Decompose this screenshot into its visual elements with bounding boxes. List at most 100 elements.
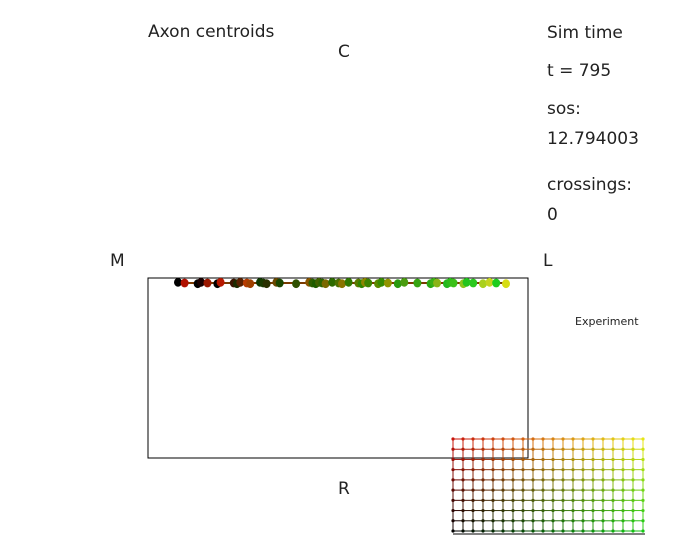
experiment-grid-node [471, 437, 475, 441]
experiment-grid-node [491, 437, 495, 441]
experiment-grid-node [521, 488, 525, 492]
experiment-grid-node [611, 508, 615, 513]
experiment-grid-node [561, 498, 565, 502]
experiment-grid-node [551, 529, 555, 533]
experiment-grid-node [601, 468, 605, 472]
experiment-grid-node [571, 478, 575, 482]
experiment-grid-node [641, 437, 645, 441]
experiment-grid-node [501, 519, 505, 523]
centroid-dot [328, 277, 337, 287]
experiment-grid-node [631, 468, 635, 472]
experiment-grid-node [561, 519, 565, 523]
experiment-grid-node [541, 508, 545, 513]
axis-label-rostral: R [338, 479, 350, 499]
experiment-grid [451, 437, 645, 535]
experiment-grid-node [531, 529, 535, 533]
experiment-grid-node [601, 437, 605, 441]
centroid-dot [462, 277, 471, 287]
experiment-grid-node [501, 529, 505, 533]
experiment-grid-node [521, 478, 525, 482]
experiment-grid-node [591, 488, 595, 492]
experiment-grid-node [521, 468, 525, 472]
experiment-grid-node [531, 478, 535, 482]
experiment-grid-node [581, 457, 585, 462]
experiment-grid-node [621, 498, 625, 502]
experiment-grid-node [601, 508, 605, 513]
experiment-grid-node [501, 447, 505, 451]
experiment-grid-node [581, 529, 585, 533]
experiment-grid-node [611, 437, 615, 441]
experiment-grid-node [481, 478, 485, 482]
sim-time-heading: Sim time [547, 23, 623, 43]
experiment-grid-node [611, 468, 615, 472]
experiment-grid-node [501, 437, 505, 441]
experiment-grid-node [611, 519, 615, 523]
experiment-grid-node [531, 447, 535, 451]
experiment-grid-node [461, 468, 465, 472]
experiment-grid-node [541, 478, 545, 482]
experiment-grid-node [561, 457, 565, 462]
centroid-dot [203, 278, 212, 288]
centroid-dot [449, 278, 458, 288]
experiment-grid-node [571, 529, 575, 533]
centroid-dot [180, 278, 189, 288]
centroid-dot [321, 279, 330, 289]
experiment-grid-node [471, 478, 475, 482]
experiment-grid-node [541, 447, 545, 451]
experiment-grid-node [461, 519, 465, 523]
centroid-dot [393, 279, 402, 289]
experiment-grid-node [571, 488, 575, 492]
experiment-grid-node [571, 519, 575, 523]
experiment-grid-node [501, 498, 505, 502]
experiment-grid-node [531, 468, 535, 472]
experiment-grid-node [601, 457, 605, 462]
centroid-dot [469, 278, 478, 288]
experiment-grid-node [631, 447, 635, 451]
experiment-grid-node [601, 478, 605, 482]
experiment-grid-node [461, 529, 465, 533]
experiment-grid-node [511, 519, 515, 523]
experiment-grid-node [611, 529, 615, 533]
experiment-grid-node [571, 457, 575, 462]
experiment-grid-node [611, 498, 615, 502]
experiment-grid-node [581, 437, 585, 441]
experiment-grid-node [631, 529, 635, 533]
experiment-grid-node [541, 437, 545, 441]
experiment-grid-node [491, 529, 495, 533]
centroid-dot [383, 278, 392, 288]
experiment-grid-node [571, 437, 575, 441]
experiment-grid-node [591, 529, 595, 533]
experiment-grid-node [641, 478, 645, 482]
experiment-grid-node [631, 457, 635, 462]
experiment-grid-node [601, 519, 605, 523]
experiment-grid-node [611, 457, 615, 462]
experiment-grid-node [571, 447, 575, 451]
experiment-grid-node [501, 468, 505, 472]
experiment-grid-node [491, 498, 495, 502]
sos-label: sos: [547, 99, 581, 119]
experiment-grid-node [461, 437, 465, 441]
sos-value: 12.794003 [547, 129, 639, 149]
centroid-dot [262, 279, 271, 289]
experiment-grid-node [531, 437, 535, 441]
experiment-grid-node [611, 488, 615, 492]
centroid-dot [377, 277, 386, 287]
experiment-grid-node [451, 519, 455, 523]
sim-time-value: t = 795 [547, 61, 612, 81]
experiment-grid-node [591, 437, 595, 441]
experiment-grid-node [491, 447, 495, 451]
experiment-grid-node [551, 437, 555, 441]
experiment-grid-node [501, 478, 505, 482]
experiment-grid-node [561, 529, 565, 533]
experiment-grid-node [561, 447, 565, 451]
experiment-grid-node [551, 468, 555, 472]
centroid-dot [433, 278, 442, 288]
experiment-grid-node [461, 498, 465, 502]
centroid-dot [236, 277, 245, 287]
experiment-grid-node [551, 478, 555, 482]
experiment-grid-node [501, 508, 505, 513]
experiment-grid-node [561, 488, 565, 492]
experiment-grid-node [461, 478, 465, 482]
experiment-grid-node [551, 488, 555, 492]
experiment-grid-node [591, 498, 595, 502]
